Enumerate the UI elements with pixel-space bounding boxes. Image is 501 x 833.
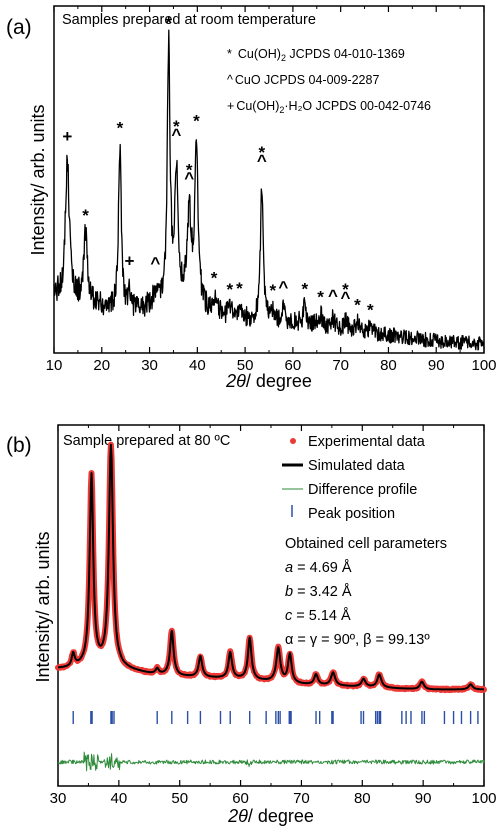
panel-a-x-ticks [53, 6, 485, 353]
peak-marker-cu-oh-2: * [236, 279, 243, 298]
panel-a-x-axis-label: 2θ/ degree [225, 371, 312, 391]
peak-marker-cu-oh-2: * [259, 143, 266, 162]
x-tick-label: 100 [471, 790, 496, 807]
panel-b-x-axis-label: 2θ/ degree [227, 806, 314, 826]
cell-parameters: Obtained cell parameters a = 4.69 Å b = … [285, 536, 447, 648]
legend-formula: CuO [235, 73, 261, 87]
x-tick-label: 80 [380, 357, 397, 374]
peak-marker-cu-oh-2: * [211, 268, 218, 287]
panel-a-peak-markers: +**+ ^*^*^**** *^** ^ * * ^ ^** * [62, 14, 374, 320]
x-tick-label: 40 [111, 790, 128, 807]
legend-code: JCPDS 04-010-1369 [286, 47, 405, 61]
x-label-unit: / degree [248, 806, 314, 826]
panel-b-frame [57, 424, 485, 787]
panel-a-subtitle: Samples prepared at room temperature [62, 12, 316, 28]
legend-marker: ^ [227, 73, 233, 87]
series-simulated-data [57, 443, 485, 691]
legend-sub: 2 [281, 53, 286, 63]
peak-marker-cuo: ^ [184, 169, 194, 188]
legend-marker: * [227, 47, 232, 61]
x-tick-label: 50 [237, 357, 254, 374]
legend-entry-cu-oh-2-h2o: + Cu(OH)2·H₂O JCPDS 00-042-0746 [227, 99, 431, 115]
cell-param-b: b = 3.42 Å [285, 583, 352, 600]
x-tick-label: 40 [189, 357, 206, 374]
x-label-theta: 2θ [225, 371, 246, 391]
legend-label-experimental: Experimental data [308, 434, 426, 450]
legend-entry-cu-oh-2: * Cu(OH)2 JCPDS 04-010-1369 [227, 47, 405, 63]
cell-params-heading: Obtained cell parameters [285, 536, 447, 552]
x-tick-label: 70 [332, 357, 349, 374]
peak-marker-cuo: ^ [257, 151, 267, 170]
panel-b-legend: Experimental data Simulated data Differe… [282, 434, 426, 522]
panel-a-x-tick-labels: 10 20 30 40 50 60 70 80 90 100 [46, 357, 497, 374]
legend-marker: + [227, 99, 234, 113]
peak-marker-cu-oh-2: * [270, 281, 277, 300]
series-line-xrd-room-temperature [53, 29, 485, 351]
peak-marker-cu-oh-2: * [173, 117, 180, 136]
x-tick-label: 50 [171, 790, 188, 807]
peak-marker-cu-oh-2: * [82, 206, 89, 225]
panel-b-subtitle: Sample prepared at 80 ºC [63, 433, 230, 449]
peak-marker-cu-oh-2: * [367, 300, 374, 319]
peak-marker-cuo: ^ [278, 277, 288, 296]
x-label-unit: / degree [246, 371, 312, 391]
peak-marker-cu-oh-2: * [317, 288, 324, 307]
series-difference-profile [57, 751, 485, 772]
x-tick-label: 100 [471, 357, 496, 374]
cell-param-angles: α = γ = 90º, β = 99.13º [285, 632, 430, 648]
legend-sub: 2 [279, 105, 284, 115]
x-tick-label: 90 [415, 790, 432, 807]
peak-marker-cu-oh-2: * [186, 161, 193, 180]
panel-b-x-tick-labels: 30 40 50 60 70 80 90 100 [50, 790, 497, 807]
panel-a-legend: * Cu(OH)2 JCPDS 04-010-1369 ^ CuO JCPDS 04… [227, 47, 431, 115]
x-tick-label: 80 [354, 790, 371, 807]
peak-marker-cu-oh-2-h2o: + [62, 127, 72, 146]
peak-marker-cu-oh-2: * [342, 280, 349, 299]
cell-param-a: a = 4.69 Å [285, 559, 352, 576]
legend-label-simulated: Simulated data [308, 458, 406, 474]
legend-symbol-experimental [290, 438, 296, 444]
peak-marker-cu-oh-2: * [227, 280, 234, 299]
panel-b-y-axis-label: Intensity/ arb. units [33, 531, 53, 682]
legend-formula: Cu(OH) [238, 47, 281, 61]
panel-b-label: (b) [6, 434, 32, 457]
cell-param-c: c = 5.14 Å [285, 607, 351, 624]
x-tick-label: 60 [285, 357, 302, 374]
x-label-theta: 2θ [227, 806, 248, 826]
peak-marker-cu-oh-2-h2o: + [125, 252, 135, 271]
legend-label-peak-position: Peak position [308, 506, 395, 522]
x-tick-label: 90 [428, 357, 445, 374]
legend-formula: Cu(OH) [236, 99, 279, 113]
panel-b-x-ticks [57, 425, 485, 786]
panel-a-label: (a) [6, 16, 32, 39]
x-tick-label: 20 [93, 357, 110, 374]
legend-label-difference: Difference profile [308, 482, 417, 498]
peak-marker-cu-oh-2: * [165, 14, 172, 33]
peak-marker-cuo: ^ [150, 254, 160, 273]
peak-marker-cu-oh-2: * [302, 280, 309, 299]
legend-code: ·H₂O JCPDS 00-042-0746 [284, 99, 431, 113]
panel-b: (b) Sample prepared at 80 ºC Experimenta… [6, 424, 497, 826]
x-tick-label: 30 [141, 357, 158, 374]
panel-a: (a) Samples prepared at room temperature… [6, 5, 497, 391]
series-experimental-data [55, 441, 487, 694]
peak-marker-cuo: ^ [171, 125, 181, 144]
peak-marker-cu-oh-2: * [354, 295, 361, 314]
peak-position-bars [72, 711, 479, 724]
peak-marker-cuo: ^ [328, 286, 338, 305]
legend-code: JCPDS 04-009-2287 [261, 73, 380, 87]
legend-entry-cuo: ^ CuO JCPDS 04-009-2287 [227, 73, 379, 87]
x-tick-label: 30 [50, 790, 67, 807]
panel-a-y-axis-label: Intensity/ arb. units [28, 104, 48, 255]
peak-marker-cu-oh-2: * [117, 118, 124, 137]
peak-marker-cu-oh-2: * [193, 111, 200, 130]
peak-marker-cuo: ^ [340, 288, 350, 307]
x-tick-label: 10 [46, 357, 63, 374]
x-tick-label: 60 [232, 790, 249, 807]
x-tick-label: 70 [293, 790, 310, 807]
